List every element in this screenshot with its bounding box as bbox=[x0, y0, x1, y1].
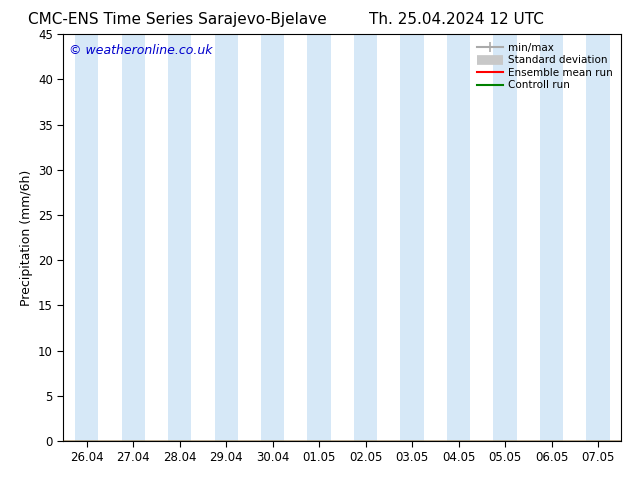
Bar bbox=[586, 34, 610, 441]
Bar bbox=[447, 34, 470, 441]
Text: CMC-ENS Time Series Sarajevo-Bjelave: CMC-ENS Time Series Sarajevo-Bjelave bbox=[28, 12, 327, 27]
Legend: min/max, Standard deviation, Ensemble mean run, Controll run: min/max, Standard deviation, Ensemble me… bbox=[474, 40, 616, 94]
Text: Th. 25.04.2024 12 UTC: Th. 25.04.2024 12 UTC bbox=[369, 12, 544, 27]
Bar bbox=[261, 34, 284, 441]
Y-axis label: Precipitation (mm/6h): Precipitation (mm/6h) bbox=[20, 170, 32, 306]
Bar bbox=[493, 34, 517, 441]
Bar bbox=[168, 34, 191, 441]
Text: © weatheronline.co.uk: © weatheronline.co.uk bbox=[69, 45, 212, 57]
Bar bbox=[307, 34, 331, 441]
Bar bbox=[540, 34, 563, 441]
Bar bbox=[401, 34, 424, 441]
Bar bbox=[122, 34, 145, 441]
Bar bbox=[354, 34, 377, 441]
Bar bbox=[214, 34, 238, 441]
Bar bbox=[75, 34, 98, 441]
